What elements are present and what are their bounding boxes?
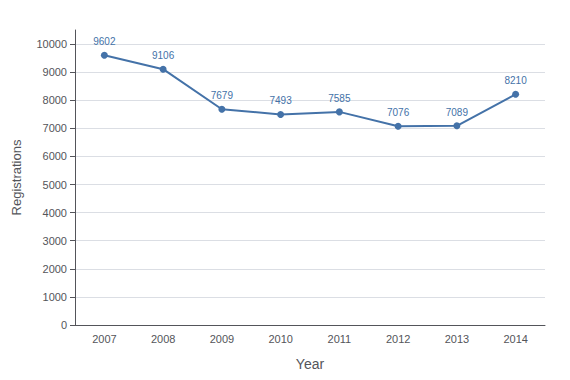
svg-text:7000: 7000 [43,122,67,134]
svg-text:6000: 6000 [43,150,67,162]
svg-text:2010: 2010 [268,333,292,345]
svg-text:7679: 7679 [211,90,234,101]
svg-text:2012: 2012 [386,333,410,345]
svg-text:1000: 1000 [43,291,67,303]
svg-text:2008: 2008 [151,333,175,345]
svg-text:0: 0 [61,319,67,331]
svg-text:8000: 8000 [43,94,67,106]
svg-text:2007: 2007 [92,333,116,345]
svg-text:5000: 5000 [43,179,67,191]
svg-text:2013: 2013 [445,333,469,345]
svg-text:2000: 2000 [43,263,67,275]
svg-text:2011: 2011 [328,333,352,345]
svg-text:9000: 9000 [43,66,67,78]
svg-text:8210: 8210 [505,75,528,86]
svg-text:9106: 9106 [152,50,175,61]
svg-text:10000: 10000 [36,38,67,50]
svg-text:7089: 7089 [446,107,469,118]
svg-text:2009: 2009 [210,333,234,345]
svg-text:7076: 7076 [387,107,410,118]
svg-text:7493: 7493 [270,95,293,106]
svg-text:Registrations: Registrations [9,139,24,215]
svg-text:3000: 3000 [43,235,67,247]
svg-text:9602: 9602 [93,36,116,47]
svg-text:Year: Year [296,356,325,372]
svg-text:7585: 7585 [328,93,351,104]
svg-text:4000: 4000 [43,207,67,219]
svg-text:2014: 2014 [503,333,527,345]
